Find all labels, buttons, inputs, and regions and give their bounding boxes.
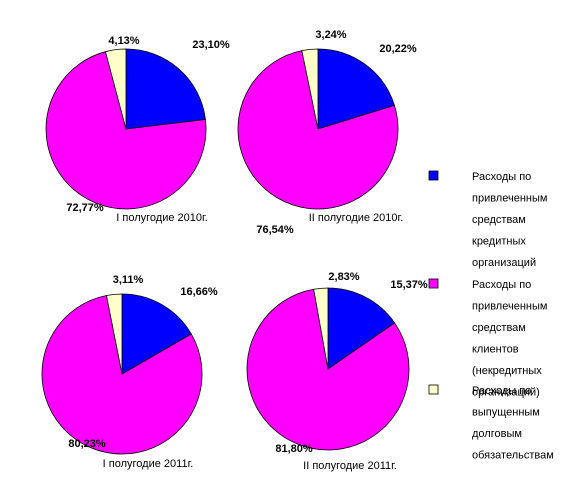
- slice-clients: [41, 295, 203, 455]
- data-label: 16,66%: [180, 286, 218, 298]
- data-label: 15,37%: [390, 279, 428, 291]
- chart-caption: II полугодие 2011г.: [303, 460, 397, 472]
- legend-item: Расходы по привлеченным средствам клиентов (…: [428, 278, 547, 399]
- data-label: 72,77%: [66, 202, 104, 214]
- legend: Расходы по привлеченным средствам кредитных…: [428, 170, 554, 462]
- data-label: 80,23%: [68, 438, 106, 450]
- data-label: 76,54%: [256, 224, 294, 236]
- data-label: 3,24%: [315, 29, 346, 41]
- slice-credit-orgs: [121, 293, 192, 375]
- data-label: 81,80%: [275, 443, 313, 455]
- legend-label: организаций): [472, 387, 540, 399]
- slice-clients: [45, 51, 207, 210]
- legend-label: привлеченным: [472, 301, 547, 313]
- legend-swatch: [428, 384, 439, 395]
- pie-charts: 23,10% 72,77% 4,13% I полугодие 2010г. 20,22…: [41, 29, 428, 472]
- pie-chart: 15,37% 81,80% 2,83% II полугодие 2011г.: [246, 271, 428, 472]
- legend-label: Расходы по: [472, 279, 531, 291]
- data-label: 20,22%: [379, 43, 417, 55]
- chart-caption: I полугодие 2010г.: [116, 212, 207, 224]
- slice-debt-obligations: [301, 48, 319, 130]
- legend-label: клиентов: [472, 344, 519, 356]
- chart-caption: I полугодие 2011г.: [103, 458, 194, 470]
- slice-credit-orgs: [327, 287, 396, 370]
- legend-label: (некредитных: [472, 365, 542, 377]
- chart-caption: II полугодие 2010г.: [309, 212, 404, 224]
- legend-label: привлеченным: [472, 193, 547, 205]
- pie-chart: 23,10% 72,77% 4,13% I полугодие 2010г.: [45, 35, 230, 224]
- legend-label: обязательствам: [472, 450, 554, 462]
- legend-swatch: [428, 170, 439, 181]
- slice-debt-obligations: [313, 287, 329, 370]
- slice-clients: [246, 288, 410, 451]
- legend-label: кредитных: [472, 236, 526, 248]
- slice-credit-orgs: [125, 48, 206, 130]
- data-label: 23,10%: [192, 39, 230, 51]
- data-label: 4,13%: [108, 35, 139, 47]
- slice-clients: [237, 50, 399, 210]
- legend-label: средствам: [472, 214, 526, 226]
- legend-label: Расходы по: [472, 385, 531, 397]
- pie-chart: 20,22% 76,54% 3,24% II полугодие 2010г.: [237, 29, 417, 236]
- pie-chart: 16,66% 80,23% 3,11% I полугодие 2011г.: [41, 274, 218, 470]
- legend-label: средствам: [472, 322, 526, 334]
- slice-debt-obligations: [105, 293, 123, 375]
- legend-label: долговым: [472, 428, 522, 440]
- legend-label: организаций: [472, 257, 536, 269]
- data-label: 3,11%: [113, 274, 144, 286]
- legend-label: выпущенным: [472, 407, 540, 419]
- legend-label: Расходы по: [472, 171, 531, 183]
- legend-item: Расходы по выпущенным долговым обязательств…: [428, 384, 554, 462]
- slice-credit-orgs: [317, 48, 395, 130]
- data-label: 2,83%: [328, 271, 359, 283]
- legend-swatch: [428, 278, 439, 289]
- slice-debt-obligations: [104, 48, 127, 130]
- legend-item: Расходы по привлеченным средствам кредитных…: [428, 170, 547, 269]
